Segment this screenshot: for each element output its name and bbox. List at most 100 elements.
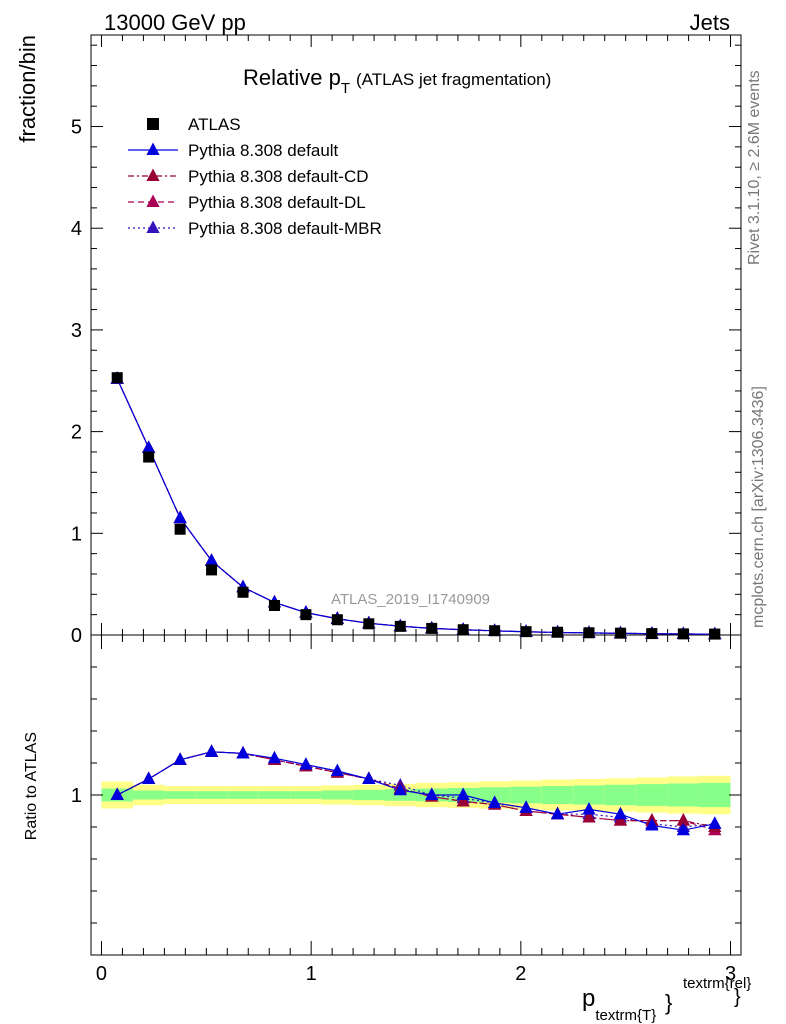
ratio-line-1: [116, 751, 715, 831]
ratio-point-1: [236, 745, 250, 759]
ratio-band-green: [164, 791, 196, 799]
main-point-atlas: [583, 627, 595, 639]
main-point-1: [173, 510, 187, 524]
ratio-point-2: [582, 809, 596, 823]
legend-label-4: Pythia 8.308 default-MBR: [188, 219, 382, 238]
ratio-point-1: [330, 763, 344, 777]
ratio-band-green: [258, 791, 291, 799]
ratio-xtick-label: 0: [96, 963, 107, 985]
ratio-band-green: [227, 791, 259, 799]
plot-title-suffix: (ATLAS jet fragmentation): [356, 70, 551, 89]
main-point-atlas: [552, 626, 564, 638]
ratio-point-1: [613, 806, 628, 820]
ratio-point-2: [676, 813, 690, 826]
ratio-band-green: [353, 789, 385, 801]
ratio-point-1: [519, 800, 533, 813]
main-ytick-label: 0: [71, 625, 82, 647]
main-point-1: [142, 440, 156, 453]
ratio-band-green: [132, 790, 165, 800]
ratio-point-1: [425, 787, 439, 801]
ratio-point-1: [393, 782, 407, 796]
ratio-band-green: [195, 791, 228, 799]
main-point-atlas: [143, 451, 155, 463]
legend-label-0: ATLAS: [188, 115, 241, 134]
rivet-version-label: Rivet 3.1.10, ≥ 2.6M events: [746, 70, 763, 265]
main-ytick-label: 3: [71, 320, 82, 342]
ratio-point-1: [550, 806, 565, 820]
ratio-series-group: [110, 744, 722, 836]
main-point-atlas: [489, 625, 501, 637]
main-point-atlas: [363, 618, 375, 630]
main-point-atlas: [268, 600, 280, 612]
ratio-point-1: [645, 817, 659, 831]
ratio-band-green: [604, 784, 637, 806]
ratio-point-1: [488, 795, 502, 809]
ratio-ytick-label: 1: [71, 785, 82, 807]
legend-marker-3: [146, 194, 160, 208]
legend-label-3: Pythia 8.308 default-DL: [188, 193, 366, 212]
xlabel-main: p: [582, 985, 595, 1012]
ratio-xtick-label: 3: [725, 963, 736, 985]
ratio-ylabel: Ratio to ATLAS: [23, 732, 40, 840]
ratio-band-green: [290, 791, 322, 799]
legend-marker-1: [146, 142, 160, 156]
main-ytick-label: 5: [71, 117, 82, 139]
main-point-1: [204, 553, 219, 566]
ratio-error-bands: [101, 775, 731, 815]
xlabel-brace: }: [665, 990, 672, 1015]
legend: ATLAS Pythia 8.308 default Pythia 8.308 de…: [128, 115, 382, 238]
legend-marker-4: [146, 220, 160, 234]
ratio-band-green: [573, 785, 605, 805]
ratio-band-green: [321, 790, 354, 800]
main-point-atlas: [237, 586, 249, 598]
xlabel-sub: textrm{T}: [595, 1007, 656, 1024]
plot-title: Relative pT (ATLAS jet fragmentation): [243, 65, 551, 97]
main-point-atlas: [174, 523, 186, 535]
ratio-point-1: [267, 750, 282, 764]
main-ytick-label: 4: [71, 218, 82, 240]
main-point-atlas: [426, 622, 438, 634]
ratio-xtick-label: 2: [515, 963, 526, 985]
ratio-point-1: [173, 752, 187, 765]
main-point-atlas: [394, 620, 406, 632]
ratio-point-1: [204, 744, 219, 757]
mcplots-label: mcplots.cern.ch [arXiv:1306.3436]: [750, 386, 767, 628]
main-series-group: [110, 371, 722, 640]
xlabel-sup: textrm{rel}: [683, 975, 751, 992]
legend-label-1: Pythia 8.308 default: [188, 141, 339, 160]
ratio-point-1: [110, 787, 124, 801]
main-point-atlas: [111, 372, 123, 384]
main-point-atlas: [300, 609, 312, 621]
legend-marker-2: [146, 168, 160, 182]
ratio-band-green: [510, 786, 542, 804]
ratio-point-1: [456, 787, 470, 801]
analysis-watermark: ATLAS_2019_I1740909: [331, 591, 490, 608]
ratio-band-green: [636, 784, 668, 806]
main-point-atlas: [709, 628, 721, 640]
process-label: Jets: [690, 10, 730, 35]
ratio-point-1: [362, 771, 376, 785]
main-point-atlas: [677, 628, 689, 640]
plot-title-main: Relative p: [243, 65, 341, 90]
x-axis-label: ptextrm{T}: [582, 985, 656, 1024]
ratio-point-1: [142, 771, 156, 785]
ratio-band-green: [699, 782, 731, 808]
ratio-point-1: [708, 816, 722, 829]
ratio-band-green: [667, 783, 700, 807]
ratio-xtick-label: 1: [306, 963, 317, 985]
legend-label-2: Pythia 8.308 default-CD: [188, 167, 369, 186]
ratio-point-1: [676, 822, 690, 836]
main-point-atlas: [614, 627, 626, 639]
main-point-atlas: [206, 564, 218, 576]
ratio-band-green: [541, 786, 574, 804]
main-point-atlas: [646, 628, 658, 640]
main-ytick-label: 1: [71, 523, 82, 545]
ratio-band-green: [478, 787, 511, 803]
main-axis-ticks: 0 1 2 3 4 5: [71, 35, 741, 647]
ratio-point-2: [456, 793, 470, 807]
main-point-atlas: [520, 626, 532, 638]
legend-marker-atlas: [147, 118, 159, 130]
main-ytick-label: 2: [71, 422, 82, 444]
main-ylabel: fraction/bin: [15, 35, 40, 143]
